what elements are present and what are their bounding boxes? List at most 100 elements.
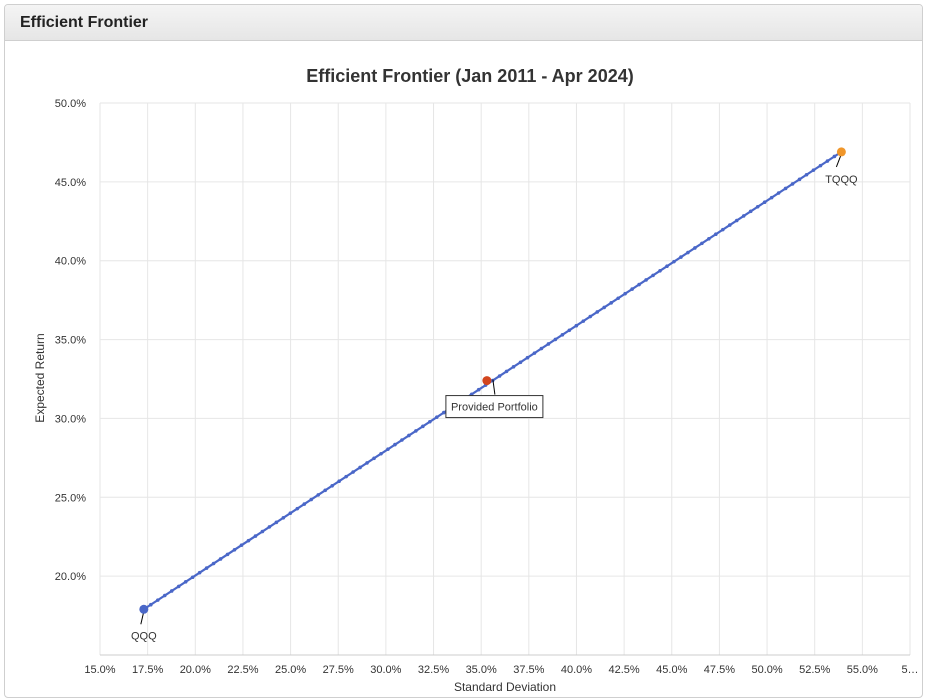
- frontier-point: [372, 456, 376, 461]
- panel-header: Efficient Frontier: [5, 5, 922, 41]
- frontier-point: [414, 429, 418, 433]
- frontier-point: [818, 163, 823, 168]
- frontier-point: [407, 433, 411, 438]
- frontier-point: [769, 195, 774, 200]
- x-tick-label: 50.0%: [751, 664, 782, 676]
- qqq-point[interactable]: [139, 604, 149, 614]
- x-tick-label: 45.0%: [656, 664, 687, 676]
- frontier-point: [581, 319, 586, 323]
- tqqq-point[interactable]: [836, 147, 846, 157]
- frontier-point: [595, 310, 600, 314]
- frontier-point: [721, 227, 725, 232]
- frontier-point: [302, 502, 307, 506]
- frontier-point: [693, 246, 697, 250]
- frontier-point: [169, 589, 174, 593]
- frontier-point: [337, 479, 341, 483]
- y-tick-labels: 20.0% 25.0% 30.0% 35.0% 40.0% 45.0% 50.0%: [55, 98, 86, 583]
- frontier-point: [400, 438, 404, 442]
- frontier-point: [609, 301, 613, 305]
- frontier-point: [783, 186, 788, 191]
- frontier-point: [295, 506, 300, 511]
- frontier-point: [190, 575, 195, 580]
- frontier-point: [700, 241, 704, 246]
- y-tick-label: 45.0%: [55, 177, 86, 189]
- frontier-point: [246, 538, 251, 543]
- frontier-point: [546, 342, 551, 346]
- frontier-point: [741, 214, 746, 218]
- frontier-point: [309, 497, 314, 502]
- frontier-point: [630, 287, 634, 291]
- frontier-point: [232, 548, 237, 552]
- x-tick-labels: 15.0% 17.5% 20.0% 22.5% 25.0% 27.5% 30.0% 32.5%…: [84, 664, 918, 676]
- x-tick-label: 30.0%: [370, 664, 401, 676]
- frontier-point: [804, 172, 809, 177]
- frontier-point: [790, 182, 795, 186]
- frontier-point: [323, 488, 327, 493]
- frontier-point: [776, 191, 781, 195]
- y-tick-label: 25.0%: [55, 492, 86, 504]
- frontier-point: [560, 333, 565, 337]
- frontier-point: [253, 534, 258, 538]
- frontier-point: [330, 483, 334, 488]
- frontier-point: [274, 520, 279, 525]
- frontier-point: [476, 387, 481, 392]
- frontier-point: [832, 154, 837, 159]
- frontier-point: [707, 236, 711, 241]
- x-tick-label: 25.0%: [275, 664, 306, 676]
- frontier-point: [358, 465, 362, 470]
- frontier-point: [162, 593, 167, 598]
- x-tick-label: 22.5%: [227, 664, 258, 676]
- frontier-point: [518, 360, 523, 365]
- frontier-point: [386, 447, 390, 451]
- y-axis-title: Expected Return: [33, 333, 47, 422]
- x-tick-label: 35.0%: [466, 664, 497, 676]
- frontier-point: [637, 282, 641, 287]
- x-tick-label: 55.0%: [847, 664, 878, 676]
- frontier-point: [176, 584, 181, 589]
- frontier-point: [421, 424, 425, 429]
- frontier-point: [225, 552, 230, 557]
- frontier-point: [365, 461, 369, 465]
- frontier-point: [755, 204, 760, 209]
- frontier-point: [260, 529, 265, 534]
- frontier-point: [658, 269, 662, 273]
- frontier-point: [679, 255, 683, 259]
- x-axis-title: Standard Deviation: [454, 680, 556, 694]
- frontier-point: [428, 419, 432, 424]
- frontier-point: [644, 278, 648, 282]
- x-tick-label: 27.5%: [323, 664, 354, 676]
- frontier-point: [183, 580, 188, 584]
- x-tick-label: 32.5%: [418, 664, 449, 676]
- highlighted-points: QQQ TQQQ Provided Portfolio: [131, 147, 858, 642]
- frontier-point: [602, 305, 607, 310]
- frontier-point: [511, 365, 516, 369]
- frontier-point: [218, 557, 223, 561]
- portfolio-callout-box: [445, 395, 544, 419]
- frontier-point: [441, 410, 446, 415]
- x-tick-label: 40.0%: [561, 664, 592, 676]
- efficient-frontier-panel: Efficient Frontier: [4, 4, 923, 698]
- x-tick-label: 47.5%: [704, 664, 735, 676]
- grid-lines: [99, 102, 911, 656]
- frontier-point: [351, 470, 355, 474]
- chart-title: Efficient Frontier (Jan 2011 - Apr 2024): [306, 66, 633, 86]
- x-tick-label: 5…: [901, 664, 918, 676]
- frontier-point: [651, 273, 655, 278]
- frontier-point: [686, 250, 690, 255]
- frontier-point: [553, 337, 558, 342]
- frontier-point: [393, 442, 397, 447]
- portfolio-point[interactable]: [482, 376, 492, 386]
- frontier-point: [532, 351, 537, 355]
- y-tick-label: 30.0%: [55, 413, 86, 425]
- frontier-point: [665, 264, 669, 269]
- frontier-point: [316, 493, 321, 497]
- frontier-point: [567, 328, 572, 333]
- frontier-point: [616, 296, 620, 301]
- frontier-point: [267, 525, 272, 529]
- y-tick-label: 40.0%: [55, 256, 86, 268]
- frontier-point: [288, 511, 293, 516]
- frontier-point: [797, 177, 802, 182]
- x-tick-label: 15.0%: [84, 664, 115, 676]
- y-tick-label: 50.0%: [55, 98, 86, 110]
